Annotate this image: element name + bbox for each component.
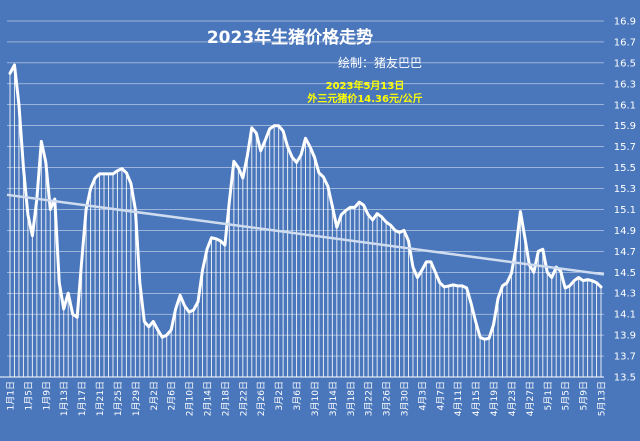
y-tick-label: 16.5 [614, 58, 636, 69]
x-tick-label: 3月6日 [292, 381, 303, 410]
annotation-date: 2023年5月13日 [326, 79, 405, 92]
y-tick-label: 14.7 [614, 247, 636, 258]
chart-subtitle: 绘制：猪友巴巴 [338, 55, 422, 70]
x-tick-label: 1月29日 [131, 381, 142, 416]
x-tick-label: 2月22日 [238, 381, 249, 416]
x-tick-label: 1月21日 [95, 381, 106, 416]
x-tick-label: 1月9日 [41, 381, 52, 410]
x-tick-label: 3月26日 [382, 381, 393, 416]
x-tick-label: 3月18日 [346, 381, 357, 416]
x-axis-ticks: 1月1日 1月5日 1月9日 1月13日 1月17日 1月21日 1月25日 1月29日 2月2… [6, 381, 608, 416]
chart-title: 2023年生猪价格走势 [207, 27, 373, 48]
x-tick-label: 2月18日 [220, 381, 231, 416]
y-tick-label: 16.7 [614, 37, 636, 48]
y-tick-label: 16.1 [614, 100, 636, 111]
y-tick-label: 15.5 [614, 163, 636, 174]
x-tick-label: 2月26日 [256, 381, 267, 416]
x-tick-label: 2月6日 [167, 381, 178, 410]
y-tick-label: 15.7 [614, 142, 636, 153]
y-tick-label: 15.3 [614, 184, 636, 195]
x-tick-label: 1月25日 [113, 381, 124, 416]
x-tick-label: 3月2日 [274, 381, 285, 410]
x-tick-label: 1月5日 [23, 381, 34, 410]
y-tick-label: 14.1 [614, 310, 636, 321]
x-tick-label: 3月10日 [310, 381, 321, 416]
y-tick-label: 14.3 [614, 289, 636, 300]
x-tick-label: 4月27日 [525, 381, 536, 416]
x-tick-label: 3月22日 [364, 381, 375, 416]
y-tick-label: 14.5 [614, 268, 636, 279]
y-tick-label: 14.9 [614, 226, 636, 237]
y-tick-label: 13.7 [614, 352, 636, 363]
y-tick-label: 16.9 [614, 17, 636, 28]
x-tick-label: 4月15日 [471, 381, 482, 416]
y-tick-label: 13.5 [614, 373, 636, 384]
x-tick-label: 5月1日 [543, 381, 554, 410]
x-tick-label: 5月5日 [561, 381, 572, 410]
x-tick-label: 2月2日 [149, 381, 160, 410]
y-tick-label: 16.3 [614, 79, 636, 90]
x-tick-label: 4月19日 [489, 381, 500, 416]
price-series-line [8, 63, 603, 341]
x-tick-label: 5月13日 [597, 381, 608, 416]
x-tick-label: 1月1日 [6, 381, 17, 410]
y-tick-label: 13.9 [614, 331, 636, 342]
y-tick-label: 15.9 [614, 121, 636, 132]
x-tick-label: 4月3日 [417, 381, 428, 410]
x-tick-label: 4月23日 [507, 381, 518, 416]
x-tick-label: 2月10日 [185, 381, 196, 416]
x-tick-label: 4月7日 [435, 381, 446, 410]
annotation-price: 外三元猪价14.36元/公斤 [306, 92, 422, 105]
x-tick-label: 3月30日 [400, 381, 411, 416]
x-tick-label: 4月11日 [453, 381, 464, 416]
x-tick-label: 5月9日 [579, 381, 590, 410]
trend-line [6, 193, 605, 276]
y-tick-label: 15.1 [614, 205, 636, 216]
x-tick-label: 1月13日 [59, 381, 70, 416]
x-tick-label: 1月17日 [77, 381, 88, 416]
x-tick-label: 3月14日 [328, 381, 339, 416]
x-tick-label: 2月14日 [203, 381, 214, 416]
y-axis-ticks: 13.5 13.7 13.9 14.1 14.3 14.5 14.7 14.9 15.1 15.3… [614, 17, 636, 384]
